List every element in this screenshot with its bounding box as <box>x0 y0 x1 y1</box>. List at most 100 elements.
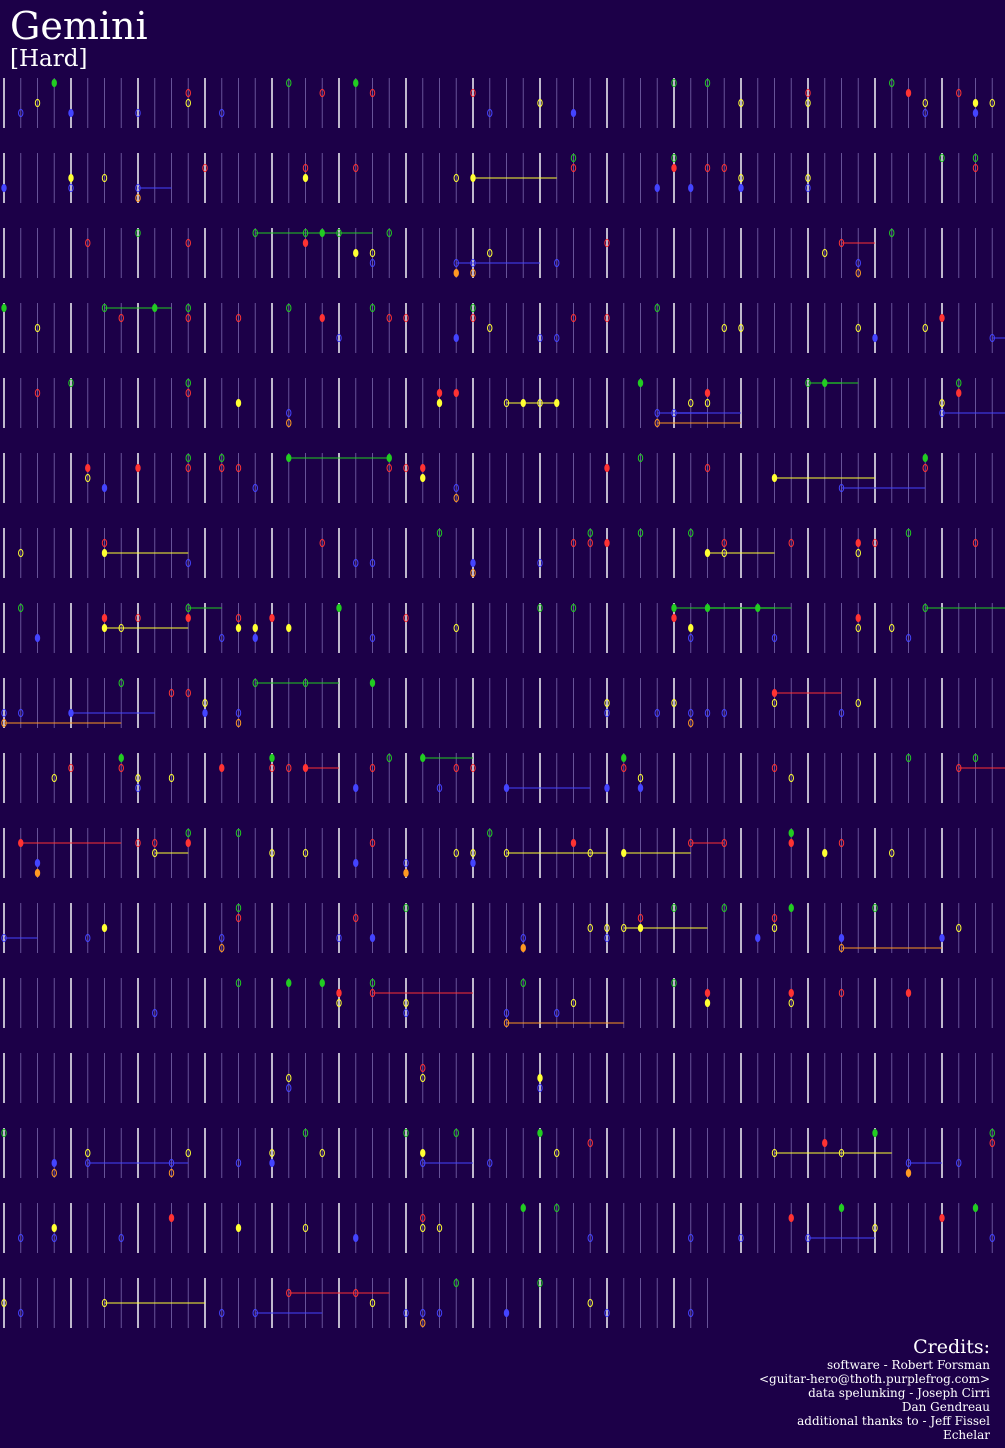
note <box>420 1063 426 1073</box>
note <box>235 708 242 718</box>
note <box>805 173 811 183</box>
note <box>51 1233 57 1243</box>
note <box>85 463 91 473</box>
note <box>704 708 711 718</box>
note <box>420 753 426 763</box>
note <box>185 613 191 623</box>
note <box>403 613 409 623</box>
note <box>319 1148 325 1158</box>
note <box>18 548 24 558</box>
note <box>101 483 108 493</box>
note <box>788 773 794 783</box>
note <box>420 1308 426 1318</box>
note <box>235 623 242 633</box>
note <box>420 473 426 483</box>
note <box>68 108 74 118</box>
note <box>135 838 141 848</box>
note <box>18 603 24 613</box>
note <box>554 333 560 343</box>
note <box>604 933 610 943</box>
note <box>688 1308 694 1318</box>
note <box>972 108 979 118</box>
note <box>369 1298 376 1308</box>
note <box>470 858 476 868</box>
note <box>621 923 627 933</box>
note <box>470 558 476 568</box>
note <box>637 453 644 463</box>
note <box>972 538 979 548</box>
note <box>319 88 325 98</box>
note <box>403 1308 409 1318</box>
note <box>235 313 242 323</box>
note <box>386 228 392 238</box>
note <box>34 388 41 398</box>
note <box>788 838 794 848</box>
note <box>235 718 242 728</box>
note <box>838 1203 845 1213</box>
note <box>235 613 242 623</box>
note <box>587 1138 593 1148</box>
note <box>470 763 476 773</box>
note <box>420 1073 426 1083</box>
note <box>369 933 376 943</box>
note <box>838 943 845 953</box>
note <box>470 88 476 98</box>
note <box>1 1298 7 1308</box>
note <box>470 268 476 278</box>
note <box>101 623 108 633</box>
note <box>369 678 376 688</box>
note <box>637 773 644 783</box>
note <box>637 378 644 388</box>
note <box>319 228 325 238</box>
note <box>956 378 962 388</box>
note <box>118 763 124 773</box>
note <box>470 848 476 858</box>
note <box>353 163 359 173</box>
credit-line: <guitar-hero@thoth.purplefrog.com> <box>758 1372 990 1386</box>
note <box>671 603 677 613</box>
note <box>972 153 979 163</box>
note <box>1 183 7 193</box>
note <box>503 1008 510 1018</box>
note <box>939 1213 945 1223</box>
note <box>889 848 895 858</box>
note <box>771 763 778 773</box>
note <box>135 773 141 783</box>
note <box>838 483 845 493</box>
note <box>302 848 309 858</box>
credit-line: software - Robert Forsman <box>826 1358 990 1372</box>
note <box>788 1213 794 1223</box>
note <box>453 623 459 633</box>
note <box>704 388 711 398</box>
note <box>587 923 593 933</box>
note <box>403 868 409 878</box>
note <box>688 623 694 633</box>
note <box>587 1233 593 1243</box>
note <box>570 108 577 118</box>
note <box>503 1308 510 1318</box>
note <box>537 398 543 408</box>
note <box>436 388 443 398</box>
note <box>252 483 258 493</box>
note <box>537 1278 543 1288</box>
note <box>989 1138 995 1148</box>
note <box>353 1288 359 1298</box>
note <box>420 1213 426 1223</box>
note <box>185 453 191 463</box>
note <box>503 848 510 858</box>
note <box>604 1308 610 1318</box>
note <box>922 603 928 613</box>
note <box>168 1158 175 1168</box>
credit-line: data spelunking - Joseph Cirri <box>808 1386 990 1400</box>
note <box>956 88 962 98</box>
note <box>721 163 727 173</box>
note <box>185 98 191 108</box>
note <box>185 463 191 473</box>
note <box>34 323 41 333</box>
note <box>1 708 7 718</box>
note <box>453 258 459 268</box>
note <box>939 933 945 943</box>
note <box>604 313 610 323</box>
note <box>587 528 593 538</box>
note <box>118 623 124 633</box>
